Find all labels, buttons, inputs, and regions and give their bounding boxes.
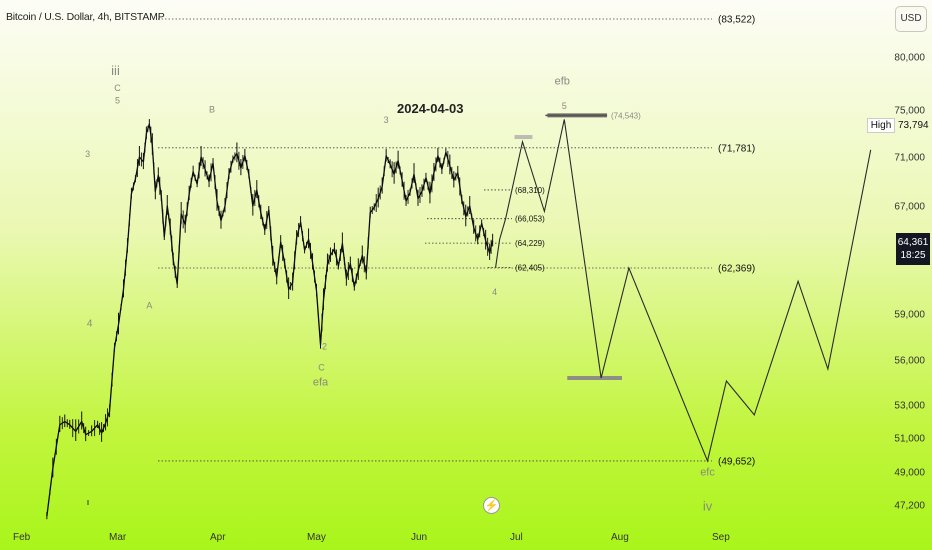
- wave-label: efa: [313, 377, 329, 389]
- projection-path: [495, 119, 872, 463]
- level-label: (49,652): [718, 456, 755, 467]
- y-tick-label: 47,200: [894, 501, 925, 512]
- fib-label: (66,053): [515, 215, 545, 224]
- current-price-countdown: 18:25: [900, 250, 926, 261]
- fib-label: (68,310): [515, 186, 545, 195]
- wave-label: 5: [562, 101, 567, 111]
- x-tick-label: Sep: [712, 532, 730, 543]
- wave-label: efc: [700, 467, 715, 479]
- x-tick-label: Mar: [109, 532, 127, 543]
- wave-label: B: [209, 104, 215, 114]
- wave-label: 4: [87, 318, 93, 329]
- wave-label: 2: [322, 341, 327, 351]
- y-tick-label: 67,000: [894, 202, 925, 213]
- y-tick-label: 80,000: [894, 53, 925, 64]
- y-tick-label: 56,000: [894, 356, 925, 367]
- fib-label: (62,405): [515, 264, 545, 273]
- fib-label: (74,543): [611, 111, 641, 120]
- x-tick-label: May: [307, 532, 326, 543]
- wave-label: A: [146, 301, 152, 311]
- level-label: (83,522): [718, 15, 755, 26]
- price-series: [46, 123, 494, 517]
- high-tag: High: [867, 118, 895, 133]
- level-label: (71,781): [718, 143, 755, 154]
- wave-label: iii: [111, 63, 120, 78]
- y-tick-label: 71,000: [894, 153, 925, 164]
- annotation-date: 2024-04-03: [397, 101, 464, 116]
- high-value: 73,794: [898, 120, 929, 131]
- x-tick-label: Feb: [13, 532, 31, 543]
- wave-label: 3: [85, 149, 90, 159]
- wave-label: 4: [492, 287, 497, 297]
- target-bar: [567, 376, 622, 380]
- y-tick-label: 59,000: [894, 310, 925, 321]
- wave-label: C: [318, 363, 325, 373]
- x-tick-label: Aug: [611, 532, 629, 543]
- y-tick-label: 49,000: [894, 468, 925, 479]
- wave-label: 5: [115, 96, 120, 106]
- y-tick-label: 51,000: [894, 434, 925, 445]
- currency-button[interactable]: USD: [895, 6, 927, 32]
- wave-label: iv: [703, 499, 713, 514]
- x-tick-label: Jun: [411, 532, 427, 543]
- wave-label: efb: [555, 76, 570, 88]
- current-price-tag: 64,361 18:25: [896, 233, 930, 265]
- lightning-icon[interactable]: ⚡: [483, 497, 500, 514]
- chart-title: Bitcoin / U.S. Dollar, 4h, BITSTAMP: [6, 11, 165, 23]
- wave-label: 3: [384, 115, 389, 125]
- x-tick-label: Apr: [210, 532, 226, 543]
- target-bar: [514, 135, 533, 140]
- fib-label: (64,229): [515, 239, 545, 248]
- wave-label: C: [114, 83, 121, 93]
- y-tick-label: 53,000: [894, 401, 925, 412]
- current-price-value: 64,361: [897, 237, 929, 248]
- y-tick-label: 75,000: [894, 106, 925, 117]
- x-tick-label: Jul: [510, 532, 523, 543]
- level-label: (62,369): [718, 264, 755, 275]
